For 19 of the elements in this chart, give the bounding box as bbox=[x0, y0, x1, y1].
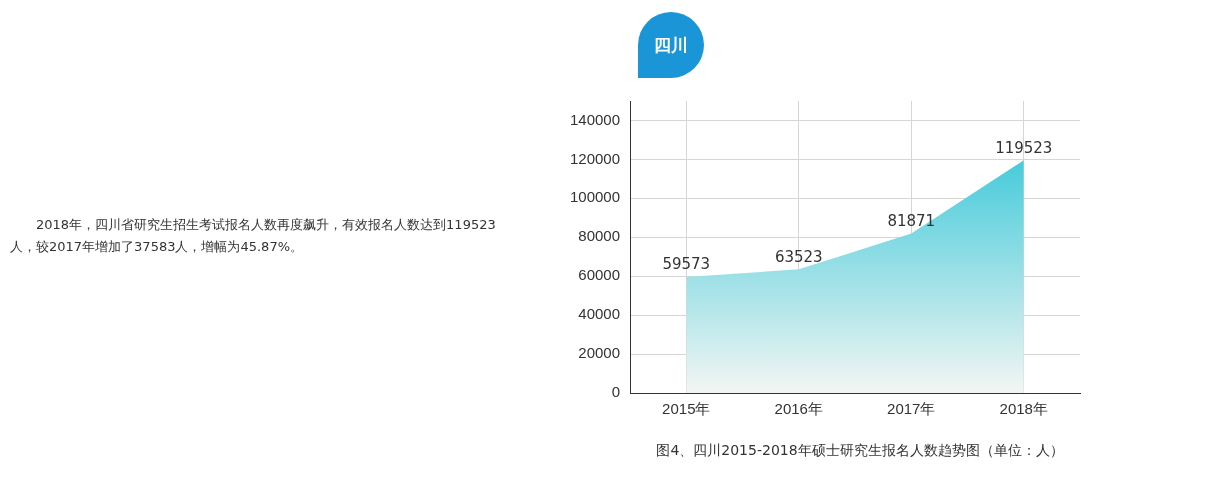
y-tick-label: 0 bbox=[611, 383, 621, 401]
y-tick-label: 100000 bbox=[569, 188, 621, 206]
x-tick-label: 2015年 bbox=[662, 400, 711, 418]
x-tick-label: 2018年 bbox=[999, 400, 1048, 418]
caption: 图4、四川2015-2018年硕士研究生报名人数趋势图（单位：人） bbox=[655, 442, 1065, 460]
data-label: 59573 bbox=[662, 255, 711, 274]
data-label: 119523 bbox=[995, 138, 1053, 157]
data-label: 81871 bbox=[887, 212, 936, 231]
x-tick-label: 2016年 bbox=[774, 400, 823, 418]
y-tick-label: 140000 bbox=[569, 110, 621, 128]
text: 2018年，四川省研究生招生考试报名人数再度飙升，有效报名人数达到119523人，较2017年增加了37583人，增幅为45.87%。 bbox=[10, 216, 497, 256]
y-tick-label: 60000 bbox=[578, 266, 621, 284]
y-tick-label: 20000 bbox=[578, 344, 621, 362]
y-tick-label: 120000 bbox=[569, 149, 621, 167]
data-label: 63523 bbox=[774, 247, 823, 266]
chart-title: 四川 bbox=[638, 12, 704, 78]
y-tick-label: 80000 bbox=[578, 227, 621, 245]
x-tick-label: 2017年 bbox=[887, 400, 936, 418]
y-tick-label: 40000 bbox=[578, 305, 621, 323]
